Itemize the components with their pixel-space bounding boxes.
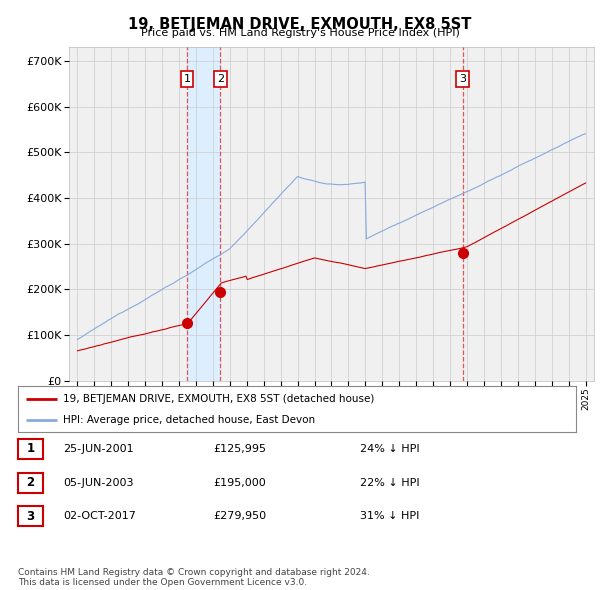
Text: 3: 3 bbox=[459, 74, 466, 84]
Text: 19, BETJEMAN DRIVE, EXMOUTH, EX8 5ST (detached house): 19, BETJEMAN DRIVE, EXMOUTH, EX8 5ST (de… bbox=[62, 394, 374, 404]
Text: 1: 1 bbox=[26, 442, 35, 455]
Text: Contains HM Land Registry data © Crown copyright and database right 2024.
This d: Contains HM Land Registry data © Crown c… bbox=[18, 568, 370, 587]
Text: 31% ↓ HPI: 31% ↓ HPI bbox=[360, 512, 419, 521]
Text: £279,950: £279,950 bbox=[213, 512, 266, 521]
Text: Price paid vs. HM Land Registry's House Price Index (HPI): Price paid vs. HM Land Registry's House … bbox=[140, 28, 460, 38]
Text: 24% ↓ HPI: 24% ↓ HPI bbox=[360, 444, 419, 454]
Text: 25-JUN-2001: 25-JUN-2001 bbox=[63, 444, 134, 454]
Text: 2: 2 bbox=[217, 74, 224, 84]
Text: HPI: Average price, detached house, East Devon: HPI: Average price, detached house, East… bbox=[62, 415, 315, 425]
Text: 1: 1 bbox=[184, 74, 191, 84]
Bar bbox=[187, 47, 220, 381]
Text: 05-JUN-2003: 05-JUN-2003 bbox=[63, 478, 133, 487]
Text: £125,995: £125,995 bbox=[213, 444, 266, 454]
Text: 19, BETJEMAN DRIVE, EXMOUTH, EX8 5ST: 19, BETJEMAN DRIVE, EXMOUTH, EX8 5ST bbox=[128, 17, 472, 31]
Text: 22% ↓ HPI: 22% ↓ HPI bbox=[360, 478, 419, 487]
Text: 3: 3 bbox=[26, 510, 35, 523]
Text: 2: 2 bbox=[26, 476, 35, 489]
Text: 02-OCT-2017: 02-OCT-2017 bbox=[63, 512, 136, 521]
Text: £195,000: £195,000 bbox=[213, 478, 266, 487]
